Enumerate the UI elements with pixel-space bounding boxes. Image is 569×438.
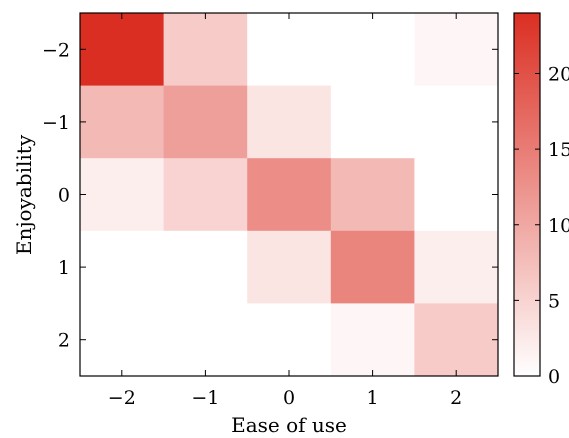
heatmap-cell	[80, 230, 165, 304]
y-tick-label: −2	[42, 39, 70, 61]
y-tick-label: 0	[58, 185, 70, 207]
heatmap-cell	[247, 230, 332, 304]
colorbar-tick-label: 5	[548, 290, 560, 312]
x-tick-label: −1	[191, 387, 219, 409]
heatmap-cell	[247, 158, 332, 232]
y-tick-label: −1	[42, 112, 70, 134]
colorbar	[513, 12, 541, 377]
heatmap-cell	[330, 230, 415, 304]
x-axis-label: Ease of use	[231, 413, 347, 437]
y-tick-label: 1	[58, 257, 70, 279]
heatmap-cell	[414, 230, 499, 304]
heatmap-cell	[330, 303, 415, 377]
x-axis-ticks: −2 −1 0 1 2	[108, 13, 462, 409]
heatmap-cell	[163, 230, 248, 304]
heatmap-cell	[330, 158, 415, 232]
heatmap-cell	[330, 85, 415, 159]
heatmap-cell	[414, 13, 499, 87]
heatmap-cell	[80, 158, 165, 232]
heatmap-cells	[80, 13, 499, 377]
colorbar-tick-label: 15	[548, 139, 569, 161]
heatmap-cell	[163, 85, 248, 159]
heatmap-cell	[414, 85, 499, 159]
y-tick-label: 2	[58, 330, 70, 352]
colorbar-ticks: 0 5 10 15 20	[514, 64, 569, 388]
y-axis-label: Enjoyability	[12, 134, 36, 255]
heatmap-cell	[80, 13, 165, 87]
heatmap-cell	[330, 13, 415, 87]
heatmap-cell	[247, 85, 332, 159]
x-tick-label: −2	[108, 387, 136, 409]
x-tick-label: 1	[367, 387, 379, 409]
heatmap-cell	[80, 303, 165, 377]
heatmap-cell	[163, 13, 248, 87]
heatmap-cell	[163, 158, 248, 232]
colorbar-tick-label: 20	[548, 64, 569, 86]
y-axis-ticks: −2 −1 0 1 2	[42, 39, 498, 352]
x-tick-label: 2	[450, 387, 462, 409]
colorbar-tick-label: 10	[548, 215, 569, 237]
heatmap-cell	[163, 303, 248, 377]
heatmap-cell	[414, 303, 499, 377]
colorbar-tick-label: 0	[548, 366, 560, 388]
heatmap-cell	[80, 85, 165, 159]
heatmap-cell	[414, 158, 499, 232]
heatmap-cell	[247, 303, 332, 377]
heatmap-cell	[247, 13, 332, 87]
x-tick-label: 0	[283, 387, 295, 409]
